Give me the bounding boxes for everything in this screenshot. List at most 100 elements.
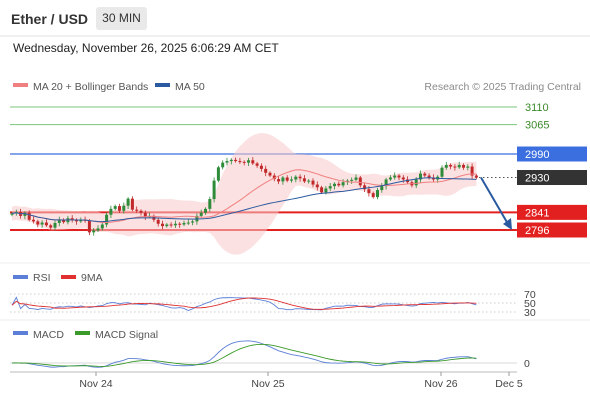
candle [427,173,431,180]
candle-body [251,160,255,164]
candle-body [44,222,48,226]
rsi-level-label: 30 [524,307,536,319]
candle-body [393,175,397,178]
candle-body [470,166,474,176]
candle-body [216,167,220,181]
candle-body [350,179,354,181]
candle-body [36,221,40,225]
candle-body [49,225,53,228]
candle-body [298,176,302,179]
candle [290,176,293,183]
macd-signal-legend-swatch [75,331,90,335]
candle-body [96,228,100,231]
candle-body [173,223,177,226]
candle [44,219,48,227]
candle-body [109,208,113,215]
candle-body [92,230,96,233]
macd-signal-line [11,343,477,367]
candle [57,216,61,227]
candle [419,170,422,183]
candle-body [259,165,263,169]
x-axis-ticks: Nov 24 Nov 25 Nov 26 Dec 5 [79,372,523,390]
candle-body [371,193,375,198]
candle-body [380,186,384,191]
candle-body [307,180,311,182]
rsi-line [11,296,477,312]
timestamp: Wednesday, November 26, 2025 6:06:29 AM … [13,41,279,55]
candle [225,157,229,166]
candle-body [302,178,306,182]
candle [281,175,285,185]
candle-body [354,177,358,180]
candle [255,161,259,168]
candle [380,182,384,193]
macd-panel: 0 [10,340,530,370]
candle [182,220,186,227]
candle [212,177,216,203]
candle-body [462,164,465,168]
level-badge-2841 [517,204,587,220]
candle [126,197,130,210]
candle-body [419,173,422,180]
candle [388,175,392,182]
rsi-legend-label: RSI [33,272,51,284]
candle [294,175,298,183]
rsi-level-label: 50 [524,298,536,310]
candle [384,177,388,190]
x-tick-label: Nov 24 [79,378,112,390]
candle [186,219,190,226]
candle [92,228,96,236]
rsi-ma-line [11,297,477,310]
candle-body [264,168,268,173]
candle [62,218,66,224]
candle-body [178,223,182,225]
candle-body [466,166,470,168]
candle-body [247,160,250,163]
candle-body [161,223,164,227]
candle [216,165,220,183]
candle [354,174,358,182]
candle [449,163,453,170]
macd-signal-legend-label: MACD Signal [95,329,158,341]
candle [165,222,169,228]
candle-body [27,212,31,220]
candle [462,163,465,170]
candle [143,210,147,221]
candles [10,157,478,236]
candle [113,204,117,211]
candle-body [427,175,431,178]
candle [70,215,74,223]
candle-body [320,187,324,193]
candle-body [229,159,233,162]
candle-body [182,222,186,225]
candle [307,179,311,184]
candle [363,182,367,192]
candle [470,163,474,179]
candle [130,196,134,212]
candle-body [169,224,173,226]
level-badge-2990 [517,146,587,162]
candle [32,216,35,224]
candle [191,219,195,226]
bollinger-bands [12,133,477,255]
level-label-3110: 3110 [525,102,549,114]
candle-body [414,179,418,186]
x-tick-label: Nov 26 [424,378,457,390]
candle-body [208,199,212,209]
rsi-level-label: 70 [524,289,536,301]
candle-body [440,167,444,177]
candle [96,225,100,232]
candle-body [75,219,78,222]
candle [169,222,173,228]
candle-body [238,161,242,163]
candle-body [311,180,315,185]
candle-body [285,177,289,181]
timeframe-button[interactable]: 30 MIN [96,7,147,30]
candle-body [363,185,367,190]
candle [264,165,268,177]
candle [53,220,57,231]
candle-body [10,213,14,215]
